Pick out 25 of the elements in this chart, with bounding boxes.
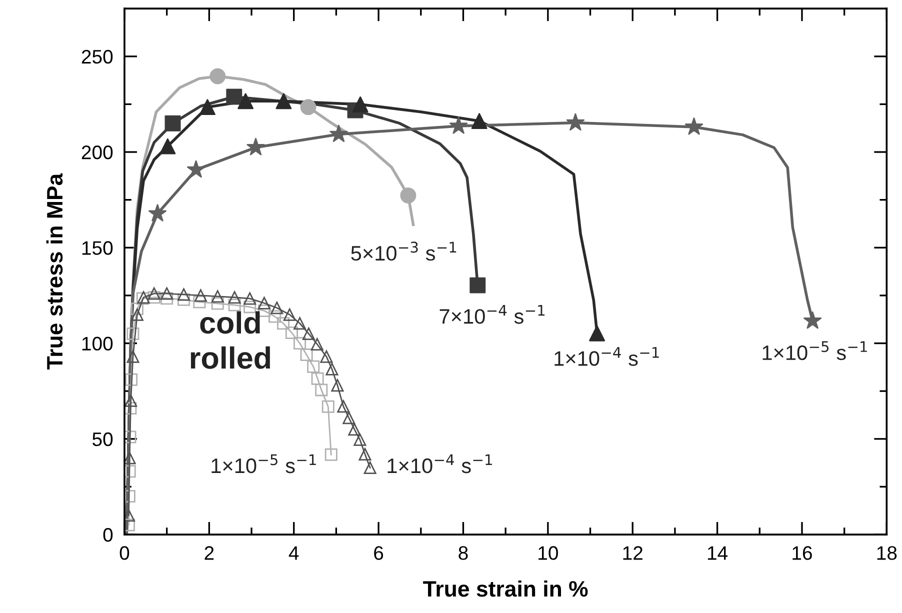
annotation: cold rolled (190, 311, 270, 369)
y-tick-label: 0 (103, 528, 113, 542)
x-tick-label: 4 (288, 546, 299, 560)
x-tick-label: 18 (877, 546, 897, 560)
x-tick-label: 2 (204, 546, 214, 560)
x-axis-title: True strain in % (423, 580, 588, 597)
x-tick-label: 16 (792, 546, 812, 560)
y-tick-label: 200 (82, 145, 113, 160)
y-tick-label: 150 (82, 241, 113, 255)
y-tick-label: 50 (92, 432, 113, 446)
x-tick-label: 6 (374, 546, 384, 560)
annotation: 5×10$^{−3}$ s$^{−1}$ (351, 242, 456, 261)
annotation: 1×10$^{−5}$ s$^{−1}$ (762, 341, 867, 360)
x-tick-label: 0 (120, 546, 130, 560)
annotation: 1×10$^{−5}$ s$^{−1}$ (212, 454, 316, 474)
x-tick-label: 10 (538, 546, 558, 560)
x-tick-label: 14 (708, 546, 728, 560)
y-tick-label: 250 (82, 50, 113, 64)
x-tick-label: 12 (623, 546, 642, 560)
annotation: 1×10$^{−4}$ s$^{−1}$ (388, 454, 492, 474)
y-axis-title: True stress in MPa (46, 173, 63, 370)
annotation: 1×10$^{−4}$ s$^{−1}$ (554, 347, 659, 366)
y-tick-label: 100 (82, 336, 113, 351)
x-tick-label: 8 (458, 546, 468, 560)
annotation: 7×10$^{−4}$ s$^{−1}$ (440, 305, 545, 324)
